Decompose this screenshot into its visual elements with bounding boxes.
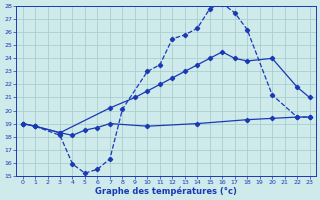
X-axis label: Graphe des températures (°c): Graphe des températures (°c) <box>95 186 237 196</box>
